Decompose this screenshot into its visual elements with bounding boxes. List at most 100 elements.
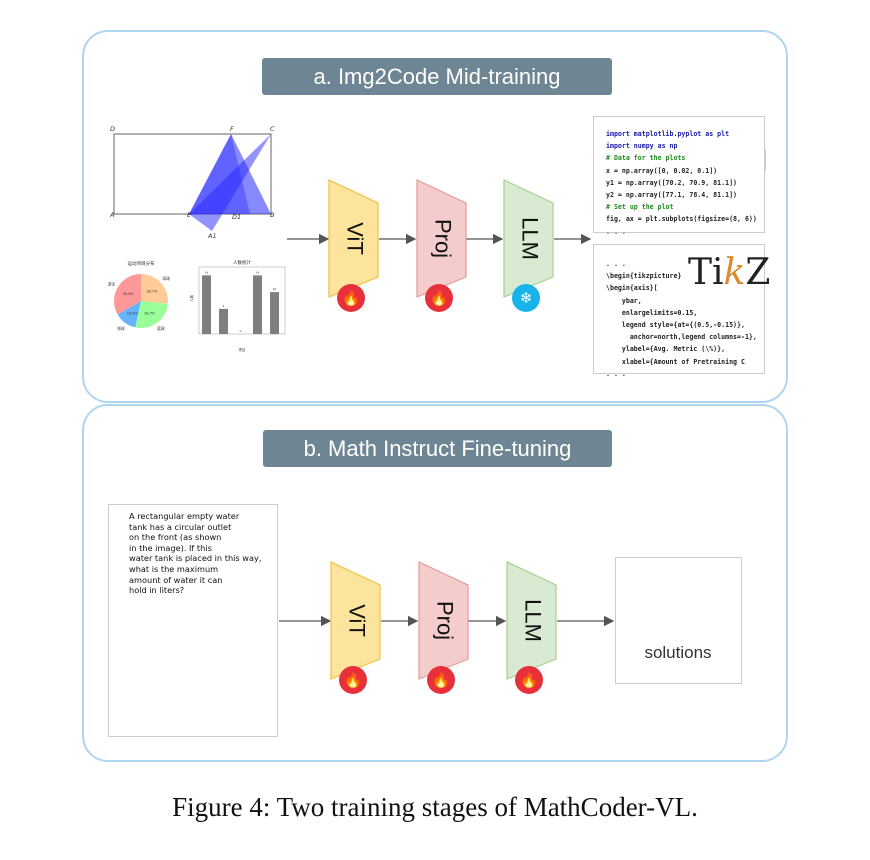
pie-pct: 33.3% — [123, 292, 134, 296]
triangle-efd1 — [189, 134, 250, 214]
code-line: fig, ax = plt.subplots(figsize=(8, 6)) — [606, 215, 757, 224]
code-line: legend style={at={(0.5,-0.15)}, — [606, 321, 745, 330]
bar-value: 10 — [273, 287, 277, 291]
triangle-eca1 — [189, 134, 271, 231]
fire-icon-glyph: 🔥 — [432, 671, 451, 689]
geometry-label: C — [270, 125, 275, 133]
bar-value: 14 — [205, 270, 209, 274]
tikz-code-box — [593, 244, 765, 374]
bar-value: 0 — [240, 329, 242, 333]
bar-value: 14 — [256, 270, 260, 274]
tikz-logo: TikZ — [688, 252, 771, 293]
question-line: what is the maximum — [129, 563, 219, 574]
code-line: # Data for the plots — [606, 154, 686, 163]
pie-pct: 13.3% — [127, 311, 138, 315]
code-line: \begin{axis}[ — [606, 284, 658, 293]
question-box — [108, 504, 278, 737]
bar — [219, 308, 228, 334]
question-line: in the image). If this — [129, 542, 212, 553]
pie-label: 游泳 — [108, 281, 116, 286]
geometry-label: E — [187, 211, 192, 219]
bar — [253, 275, 262, 334]
code-line: xlabel={Amount of Pretraining C — [606, 357, 745, 366]
fire-icon-glyph: 🔥 — [342, 289, 361, 307]
python-code-box — [593, 116, 765, 233]
bar-value: 6 — [223, 304, 225, 308]
question-text: A rectangular empty water tank has a circ… — [129, 511, 261, 596]
geometry-figure: D F C A E D1 B A1 — [109, 125, 275, 240]
fire-icon — [339, 666, 367, 694]
bar-axes — [198, 266, 286, 335]
module-label: ViT — [343, 222, 368, 255]
module-proj — [418, 561, 469, 680]
bar — [270, 292, 279, 334]
geometry-label: B — [270, 211, 275, 219]
question-line: hold in liters? — [129, 585, 185, 596]
question-line: A rectangular empty water — [129, 511, 240, 521]
module-vit — [330, 561, 381, 680]
code-line: . . . — [606, 260, 626, 268]
module-label: ViT — [345, 604, 370, 637]
geometry-label: D1 — [232, 213, 241, 221]
stage-a-title: a. Img2Code Mid-training — [262, 58, 612, 95]
question-line: water tank is placed in this way, — [129, 553, 262, 564]
code-line: \begin{tikzpicture} — [606, 272, 682, 281]
snowflake-icon — [512, 284, 540, 312]
code-line: ybar, — [606, 296, 642, 305]
question-line: tank has a circular outlet — [129, 521, 232, 532]
pie-slice — [141, 274, 168, 304]
code-line: anchor=north,legend columns=-1}, — [606, 333, 757, 342]
code-line: . . . — [606, 227, 626, 236]
fire-icon-glyph: 🔥 — [430, 289, 449, 307]
geometry-label: A — [109, 211, 114, 219]
fire-icon-glyph: 🔥 — [344, 671, 363, 689]
code-line: enlargelimits=0.15, — [606, 308, 698, 317]
geometry-label: A1 — [207, 232, 217, 240]
code-line: import matplotlib.pyplot as plt — [606, 130, 730, 138]
module-label: Proj — [431, 219, 456, 258]
tikz-code: . . . \begin{tikzpicture} \begin{axis}[ yb… — [606, 258, 757, 380]
module-llm — [506, 561, 557, 680]
fire-icon — [515, 666, 543, 694]
pie-pct: 26.7% — [147, 290, 158, 294]
fire-icon — [337, 284, 365, 312]
solutions-label: solutions — [644, 643, 712, 662]
python-code: import matplotlib.pyplot as plt import nu… — [606, 128, 757, 238]
module-llm — [503, 179, 554, 298]
code-line: y1 = np.array([70.2, 70.9, 81.1]) — [606, 178, 738, 187]
code-line: import numpy as np — [606, 142, 678, 151]
bar-xlabel: 项目 — [239, 347, 246, 352]
module-label: LLM — [521, 599, 546, 642]
pie-label: 网球 — [162, 276, 170, 281]
pie-slice — [117, 301, 141, 328]
geometry-label: D — [110, 125, 115, 133]
fire-icon-glyph: 🔥 — [520, 671, 539, 689]
code-line: x = np.array([0, 0.02, 0.1]) — [606, 166, 718, 175]
question-line: amount of water it can — [129, 574, 223, 585]
fire-icon — [427, 666, 455, 694]
module-label: Proj — [433, 601, 458, 640]
stage-b-title: b. Math Instruct Fine-tuning — [263, 430, 612, 467]
pie-slice — [135, 301, 168, 328]
fire-icon — [425, 284, 453, 312]
bar-ylabel: 人数 — [189, 295, 194, 303]
pie-title: 运动项目分布 — [128, 260, 155, 267]
geometry-label: F — [230, 125, 234, 133]
bar — [202, 275, 211, 334]
module-proj — [416, 179, 467, 298]
module-label: LLM — [518, 217, 543, 260]
snowflake-icon-glyph: ❄ — [520, 290, 533, 307]
bar-title: 人数统计 — [233, 259, 251, 266]
solutions-box — [615, 557, 742, 684]
module-vit — [328, 179, 379, 298]
question-line: on the front (as shown — [129, 532, 222, 543]
code-line: # Set up the plot — [606, 203, 674, 212]
code-line: y2 = np.array([77.1, 78.4, 81.1]) — [606, 191, 738, 200]
figure-caption: Figure 4: Two training stages of MathCod… — [172, 792, 698, 822]
code-line: ylabel={Avg. Metric (\%)}, — [606, 345, 726, 354]
pie-slice — [114, 274, 141, 315]
pie-pct: 26.7% — [144, 312, 155, 316]
code-line: . . . — [606, 369, 626, 378]
pie-label: 篮球 — [157, 326, 165, 331]
